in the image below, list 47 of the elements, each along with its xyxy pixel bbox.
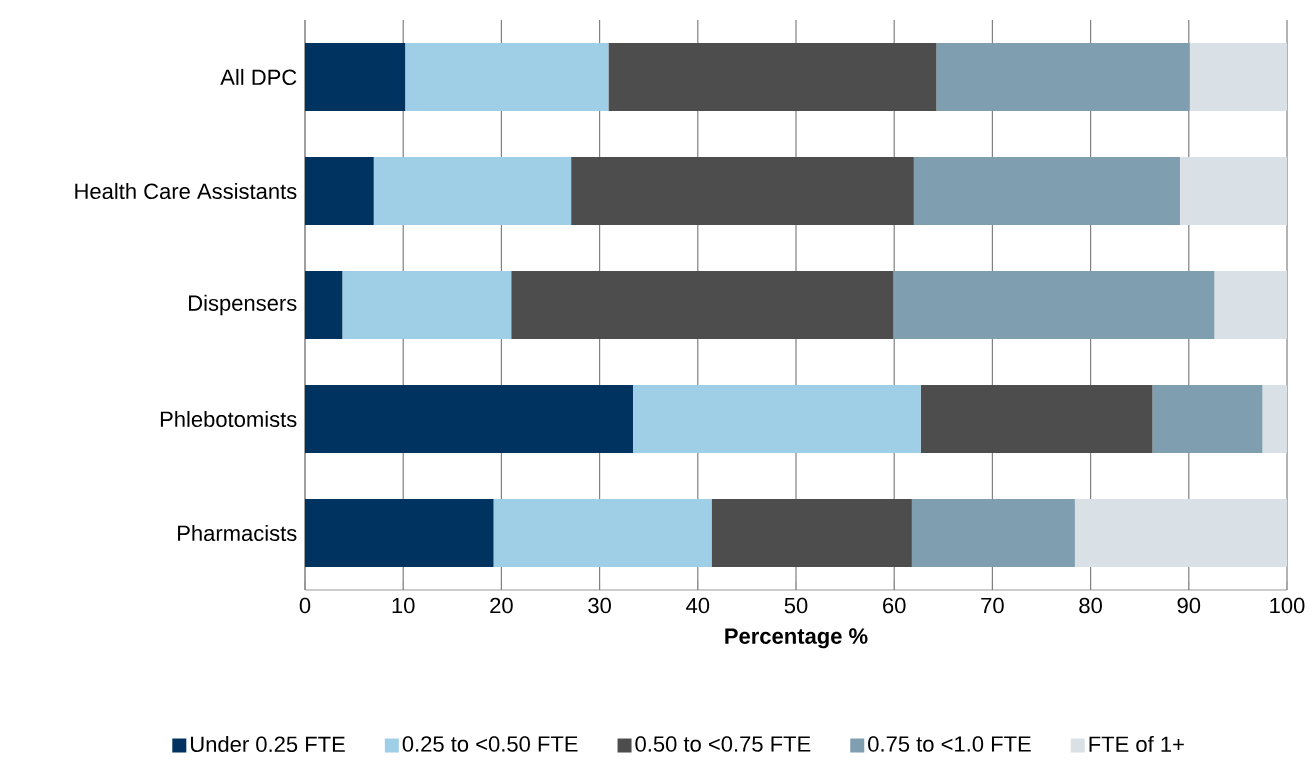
- x-tick-label: 100: [1270, 597, 1305, 614]
- x-tick-label: 80: [1079, 597, 1102, 614]
- legend-label: 0.75 to <1.0 FTE: [868, 736, 1031, 752]
- x-axis-title: Percentage %: [725, 628, 868, 649]
- bar: [342, 271, 512, 339]
- bar: [936, 43, 1190, 111]
- bar: [493, 499, 712, 567]
- bar: [373, 157, 572, 225]
- x-tick-label: 40: [686, 597, 710, 614]
- bar: [511, 271, 894, 339]
- x-tick-label: 20: [490, 597, 513, 614]
- legend-label: 0.25 to <0.50 FTE: [402, 736, 578, 752]
- bar: [608, 43, 937, 111]
- legend-label: Under 0.25 FTE: [191, 735, 345, 753]
- legend-label: FTE of 1+: [1089, 735, 1184, 753]
- x-tick-label: 50: [784, 597, 808, 614]
- x-tick-label: 0: [299, 597, 311, 614]
- bar: [911, 499, 1075, 567]
- bar: [405, 43, 609, 111]
- x-tick-label: 30: [588, 597, 611, 614]
- bar: [920, 385, 1153, 453]
- bar: [711, 499, 912, 567]
- bar: [305, 157, 374, 225]
- y-tick-label: Pharmacists: [178, 524, 297, 542]
- bar: [1214, 271, 1287, 339]
- x-tick-label: 70: [981, 597, 1004, 614]
- x-tick-label: 90: [1177, 597, 1201, 614]
- bar: [893, 271, 1215, 339]
- x-tick-label: 60: [883, 597, 906, 614]
- bar: [913, 157, 1180, 225]
- legend-label: 0.50 to <0.75 FTE: [635, 736, 811, 752]
- bar: [305, 385, 633, 453]
- bar: [1179, 157, 1287, 225]
- bar: [305, 499, 494, 567]
- bar: [571, 157, 914, 225]
- bar: [305, 43, 406, 111]
- y-tick-label: Dispensers: [189, 294, 297, 316]
- bar: [1189, 43, 1287, 111]
- bar: [632, 385, 921, 453]
- bar: [1074, 499, 1287, 567]
- bar: [1262, 385, 1287, 453]
- y-tick-label: Health Care Assistants: [75, 182, 297, 200]
- y-tick-label: All DPC: [220, 68, 297, 86]
- bar: [305, 271, 343, 339]
- bar: [1152, 385, 1263, 453]
- y-tick-label: Phlebotomists: [160, 410, 297, 428]
- x-tick-label: 10: [392, 597, 415, 614]
